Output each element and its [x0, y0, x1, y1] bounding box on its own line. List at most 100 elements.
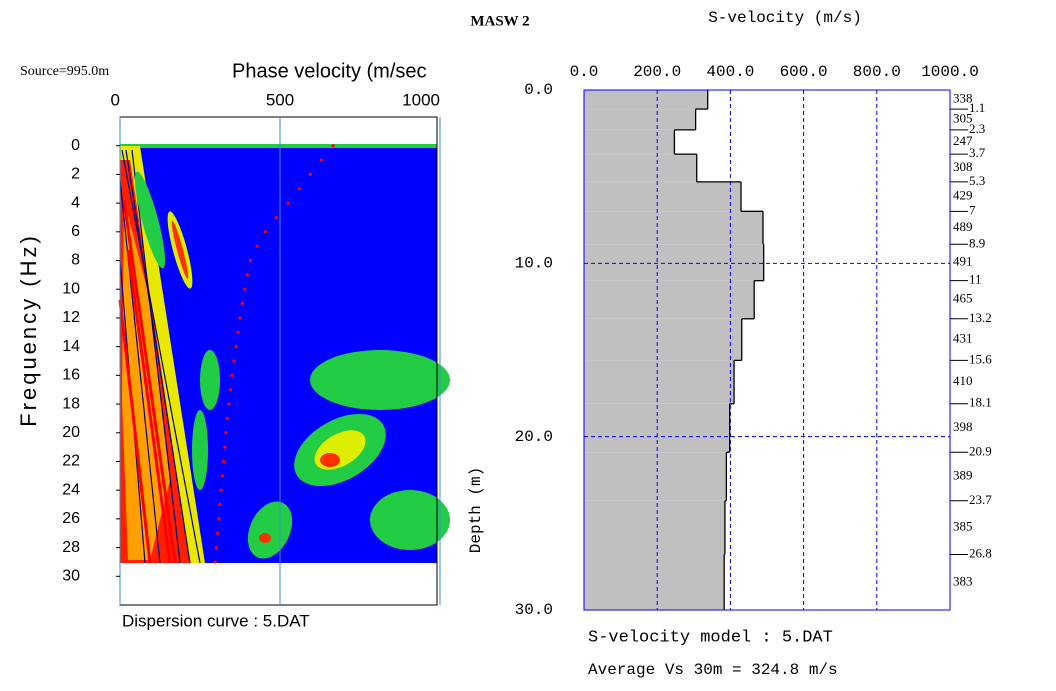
y-tick-label: 16	[62, 367, 80, 384]
caption: Dispersion curve : 5.DAT	[122, 611, 310, 630]
velocity-layer	[584, 318, 742, 361]
dispersion-point	[217, 517, 221, 521]
dispersion-point	[223, 445, 227, 449]
dispersion-point	[225, 416, 229, 421]
dispersion-point	[228, 388, 232, 392]
velocity-layer	[584, 280, 755, 319]
boundary-depth-label: 13.2	[969, 310, 992, 325]
layer-velocity-label: 338	[953, 91, 973, 106]
boundary-depth-label: 15.6	[969, 351, 992, 366]
dispersion-point	[320, 158, 324, 162]
y-tick-label: 28	[62, 539, 80, 556]
layer-velocity-label: 247	[953, 133, 973, 148]
dispersion-point	[220, 474, 224, 478]
x-tick-label: 600.0	[780, 63, 828, 81]
figure-title: MASW 2	[470, 13, 529, 29]
layer-velocity-label: 489	[953, 219, 973, 234]
boundary-depth-label: 8.9	[969, 235, 985, 250]
plot-frame	[583, 89, 951, 611]
boundary-depth-label: 26.8	[969, 546, 992, 561]
x-tick-label: 800.0	[853, 63, 901, 81]
velocity-layer	[584, 211, 763, 245]
dispersion-point	[297, 187, 301, 191]
y-tick-label: 26	[62, 510, 80, 527]
layer-velocity-label: 308	[953, 159, 973, 174]
velocity-layer	[584, 154, 697, 182]
dispersion-point	[230, 373, 234, 377]
dispersion-point	[232, 359, 236, 363]
dispersion-point	[227, 402, 231, 406]
y-tick-label: 14	[62, 338, 80, 355]
x-tick-label: 200.0	[633, 63, 681, 81]
boundary-depth-label: 7	[969, 202, 976, 217]
boundary-depth-label: 2.3	[969, 121, 985, 136]
y-tick-label: 24	[62, 481, 80, 498]
y-tick-label: 0	[71, 137, 80, 154]
velocity-layer	[584, 452, 727, 501]
layer-velocity-label: 429	[953, 188, 973, 203]
x-axis-label: Phase velocity (m/sec	[232, 60, 427, 82]
velocity-layer	[584, 129, 675, 155]
y-tick-label: 2	[71, 166, 80, 183]
x-tick-label: 400.0	[706, 63, 754, 81]
y-tick-label: 20.0	[515, 428, 553, 446]
velocity-layer	[584, 181, 742, 212]
dispersion-point	[255, 244, 259, 248]
velocity-layer	[584, 109, 696, 130]
layer-velocity-label: 465	[953, 291, 973, 306]
y-tick-label: 18	[62, 395, 80, 412]
x-tick-label: 0.0	[570, 63, 599, 81]
layer-velocity-label: 491	[953, 253, 973, 268]
dispersion-point	[286, 201, 290, 205]
y-axis-label: Depth (m)	[467, 467, 485, 553]
y-tick-label: 30	[62, 568, 80, 585]
boundary-depth-label: 23.7	[969, 492, 992, 507]
dispersion-point	[219, 488, 223, 492]
y-tick-label: 6	[71, 223, 80, 240]
layer-velocity-label: 383	[953, 573, 973, 588]
dispersion-point	[234, 345, 238, 349]
boundary-depth-label: 18.1	[969, 395, 992, 410]
x-tick-label: 500	[266, 90, 294, 109]
y-tick-label: 12	[62, 309, 80, 326]
x-tick-label: 1000.0	[921, 63, 979, 81]
boundary-depth-label: 11	[969, 272, 982, 287]
caption: S-velocity model : 5.DAT	[588, 628, 833, 647]
dispersion-point	[213, 560, 217, 564]
y-tick-label: 30.0	[515, 601, 553, 619]
annotation: Source=995.0m	[20, 64, 109, 79]
y-tick-label: 20	[62, 424, 80, 441]
layer-velocity-label: 389	[953, 468, 973, 483]
layer-velocity-label: 410	[953, 373, 973, 388]
dispersion-point	[264, 230, 268, 234]
boundary-depth-label: 20.9	[969, 443, 992, 458]
velocity-layer	[584, 554, 725, 610]
boundary-depth-label: 5.3	[969, 173, 985, 188]
dispersion-point	[274, 215, 278, 220]
x-axis-label: S-velocity (m/s)	[708, 9, 862, 27]
dispersion-point	[245, 273, 249, 277]
velocity-layer	[584, 90, 708, 110]
dispersion-point	[222, 459, 226, 464]
x-tick-label: 1000	[402, 90, 440, 109]
velocity-layer	[584, 500, 725, 555]
y-tick-label: 8	[71, 252, 80, 269]
dispersion-point	[331, 144, 335, 148]
y-tick-label: 0.0	[524, 81, 553, 99]
y-tick-label: 22	[62, 453, 80, 470]
dispersion-point	[218, 502, 222, 507]
y-tick-label: 4	[71, 194, 80, 211]
x-tick-label: 0	[111, 90, 120, 109]
velocity-layer	[584, 244, 764, 281]
dispersion-point	[236, 330, 240, 334]
y-tick-label: 10.0	[515, 255, 553, 273]
layer-velocity-label: 431	[953, 331, 973, 346]
y-tick-label: 10	[62, 280, 80, 297]
dispersion-point	[238, 316, 242, 320]
layer-velocity-label: 385	[953, 519, 973, 534]
boundary-depth-label: 3.7	[969, 145, 986, 160]
dispersion-point	[308, 172, 312, 177]
dispersion-point	[216, 531, 220, 535]
dispersion-point	[248, 258, 253, 263]
